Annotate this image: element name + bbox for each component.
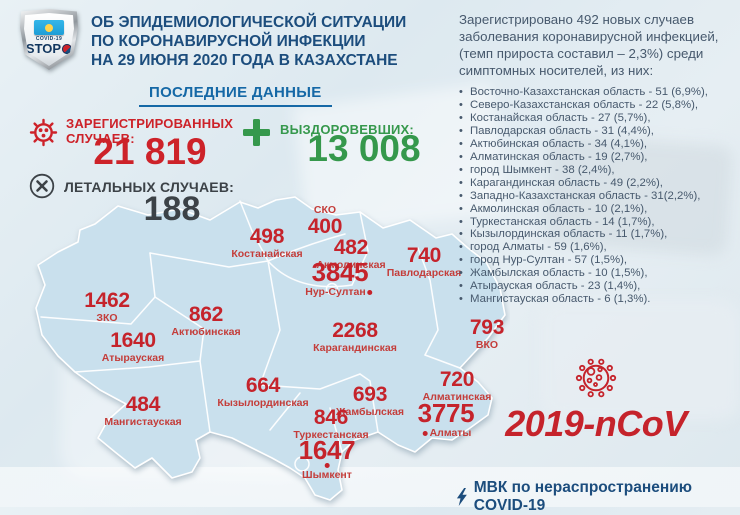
map-label-zko: 1462 ЗКО (84, 289, 130, 324)
footer-text: МВК по нераспространению COVID-19 (473, 479, 692, 514)
map-label-sko: СКО 400 (307, 204, 343, 238)
map-label-nur-sultan: 3845 Нур-Султан (305, 259, 374, 298)
map-label-atyrau: 1640 Атырауская (101, 329, 165, 364)
footer: МВК по нераспространению COVID-19 (456, 479, 740, 515)
city-marker-dot (324, 463, 330, 469)
registered-cases-value: 21 819 (93, 131, 207, 172)
map-label-vko: 793 ВКО (469, 316, 505, 351)
new-cases-intro: Зарегистрировано 492 новых случаев забол… (459, 12, 719, 78)
list-item: Туркестанская область - 14 (1,7%), (459, 216, 737, 229)
map-label-akmola: 482 Акмолинская (316, 236, 386, 271)
new-cases-list: Восточно-Казахстанская область - 51 (6,9… (459, 86, 737, 306)
list-item: Карагандинская область - 49 (2,2%), (459, 177, 737, 190)
list-item: город Алматы - 59 (1,6%), (459, 241, 737, 254)
new-cases-panel: Зарегистрировано 492 новых случаев забол… (459, 11, 737, 306)
map-label-aktobe: 862 Актюбинская (171, 303, 241, 338)
region-borders (40, 200, 461, 472)
map-label-zhambyl: 693 Жамбылская (335, 383, 405, 418)
plus-icon (243, 119, 270, 146)
list-item: Мангистауская область - 6 (1,3%). (459, 293, 737, 306)
map-label-kostanay: 498 Костанайская (231, 225, 303, 260)
map-label-turkestan: 846 Туркестанская (293, 406, 369, 441)
city-marker-dot (367, 289, 373, 295)
list-item: город Нур-Султан - 57 (1,5%), (459, 254, 737, 267)
registered-cases-label: ЗАРЕГИСТРИРОВАННЫХ СЛУЧАЕВ: (66, 116, 234, 146)
latest-data-heading: ПОСЛЕДНИЕ ДАННЫЕ (139, 84, 332, 107)
lethal-cases-value: 188 (143, 190, 201, 228)
city-marker-dot (422, 430, 428, 436)
globe-icon (61, 44, 72, 54)
map-label-kyzylorda: 664 Кызылординская (217, 374, 309, 409)
map-label-pavlodar: 740 Павлодарская (386, 244, 462, 279)
list-item: Атырауская область - 23 (1,4%), (459, 280, 737, 293)
list-item: Алматинская область - 19 (2,7%), (459, 151, 737, 164)
map-label-karaganda: 2268 Карагандинская (313, 319, 397, 354)
recovered-label: ВЫЗДОРОВЕВШИХ: (280, 122, 414, 137)
list-item: Северо-Казахстанская область - 22 (5,8%)… (459, 99, 737, 112)
stop-covid-shield-logo: COVID-19 STOP (20, 9, 78, 70)
map-label-almaty-region: 720 Алматинская (422, 368, 492, 403)
ncov-badge: 2019-nCoV (505, 403, 687, 444)
logo-covid-text: COVID-19 (35, 36, 63, 42)
background-table-band (0, 467, 740, 507)
list-item: город Шымкент - 38 (2,4%), (459, 164, 737, 177)
list-item: Жамбылская область - 10 (1,5%), (459, 267, 737, 280)
page-title-line2: ПО КОРОНАВИРУСНОЙ ИНФЕКЦИИ (91, 33, 366, 50)
background-photo-patch (540, 300, 740, 420)
kazakhstan-flag-icon (34, 20, 64, 35)
logo-stop-text: STOP (26, 42, 72, 56)
page-title-line3: НА 29 ИЮНЯ 2020 ГОДА В КАЗАХСТАНЕ (91, 52, 398, 69)
page-title: ОБ ЭПИДЕМИОЛОГИЧЕСКОЙ СИТУАЦИИ ПО КОРОНА… (91, 13, 471, 70)
list-item: Акмолинская область - 10 (2,1%), (459, 203, 737, 216)
recovered-value: 13 008 (307, 128, 421, 169)
kazakhstan-map (35, 196, 506, 501)
lethal-cases-label: ЛЕТАЛЬНЫХ СЛУЧАЕВ: (64, 179, 234, 195)
list-item: Кызылординская область - 11 (1,7%), (459, 228, 737, 241)
page-title-line1: ОБ ЭПИДЕМИОЛОГИЧЕСКОЙ СИТУАЦИИ (91, 14, 407, 31)
list-item: Актюбинская область - 34 (4,1%), (459, 138, 737, 151)
map-label-almaty-city: 3775 Алматы (417, 398, 475, 439)
map-label-shymkent: 1647 Шымкент (298, 435, 356, 481)
virus-icon (29, 118, 58, 147)
list-item: Павлодарская область - 31 (4,4%), (459, 125, 737, 138)
list-item: Восточно-Казахстанская область - 51 (6,9… (459, 86, 737, 99)
list-item: Костанайская область - 27 (5,7%), (459, 112, 737, 125)
lightning-icon (456, 487, 467, 507)
circle-x-icon (29, 173, 55, 199)
list-item: Западно-Казахстанская область - 31(2,2%)… (459, 190, 737, 203)
map-label-mangystau: 484 Мангистауская (104, 393, 182, 428)
coronavirus-outline-icon (575, 358, 617, 398)
